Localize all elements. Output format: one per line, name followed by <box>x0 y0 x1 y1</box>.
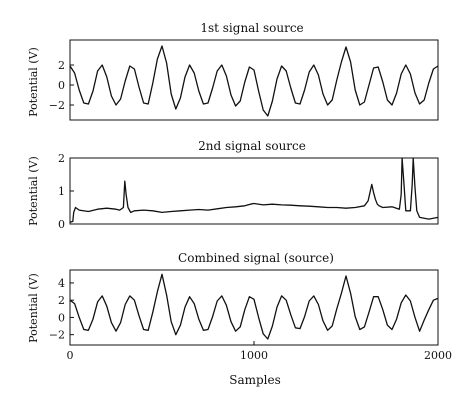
panel-title: 2nd signal source <box>198 139 306 153</box>
y-tick-label: −2 <box>49 99 65 112</box>
series-line <box>69 273 439 340</box>
plot-frame <box>69 39 439 121</box>
plot-frame <box>69 269 439 346</box>
panel-combined-signal: Combined signal (source) Potential (V) S… <box>27 251 452 387</box>
x-tick-label: 0 <box>67 349 74 362</box>
y-tick-label: −2 <box>49 329 65 342</box>
series-line <box>69 45 439 117</box>
y-tick-label: 2 <box>58 59 65 72</box>
y-tick-label: 0 <box>58 218 65 231</box>
y-tick-label: 2 <box>58 152 65 165</box>
y-tick-label: 0 <box>58 79 65 92</box>
panel-1st-signal: 1st signal source Potential (V) 2 0 −2 <box>27 21 439 121</box>
y-tick-label: 2 <box>58 294 65 307</box>
y-tick-label: 4 <box>58 277 65 290</box>
x-tick-label: 1000 <box>240 349 268 362</box>
series-line <box>69 157 439 223</box>
y-axis-label: Potential (V) <box>27 273 40 343</box>
y-tick-label: 0 <box>58 311 65 324</box>
x-tick-label: 2000 <box>424 349 452 362</box>
y-tick-label: 1 <box>58 185 65 198</box>
panel-title: Combined signal (source) <box>178 251 334 265</box>
y-axis-label: Potential (V) <box>27 156 40 226</box>
x-axis-label: Samples <box>229 373 281 387</box>
panel-2nd-signal: 2nd signal source Potential (V) 2 1 0 <box>27 139 439 231</box>
y-axis-label: Potential (V) <box>27 47 40 117</box>
panel-title: 1st signal source <box>200 21 303 35</box>
